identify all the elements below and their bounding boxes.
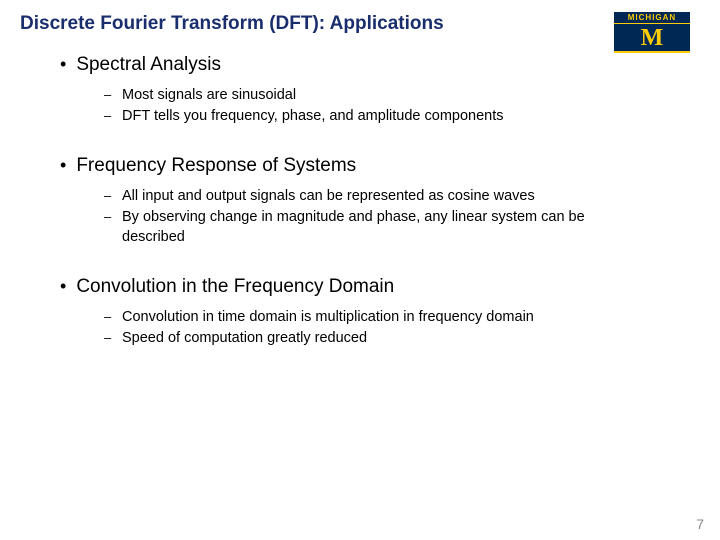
- subitem-text: Most signals are sinusoidal: [122, 86, 296, 106]
- dash-icon: –: [104, 330, 114, 345]
- heading-row: • Convolution in the Frequency Domain: [60, 276, 700, 298]
- list-item: – Speed of computation greatly reduced: [104, 329, 700, 349]
- page-number: 7: [696, 516, 704, 532]
- subitem-text: By observing change in magnitude and pha…: [122, 208, 592, 247]
- subitems: – All input and output signals can be re…: [60, 187, 700, 248]
- subitem-text: Speed of computation greatly reduced: [122, 329, 367, 349]
- dash-icon: –: [104, 108, 114, 123]
- slide-title: Discrete Fourier Transform (DFT): Applic…: [20, 12, 520, 36]
- list-item: – Most signals are sinusoidal: [104, 86, 700, 106]
- section-convolution: • Convolution in the Frequency Domain – …: [60, 276, 700, 349]
- section-heading: Convolution in the Frequency Domain: [76, 276, 394, 298]
- bullet-icon: •: [60, 156, 66, 174]
- subitem-text: Convolution in time domain is multiplica…: [122, 308, 534, 328]
- content-area: • Spectral Analysis – Most signals are s…: [20, 54, 700, 349]
- section-heading: Frequency Response of Systems: [76, 155, 356, 177]
- dash-icon: –: [104, 209, 114, 224]
- logo-block-m: M: [614, 23, 690, 53]
- michigan-logo: MICHIGAN M: [614, 12, 690, 52]
- heading-row: • Frequency Response of Systems: [60, 155, 700, 177]
- subitems: – Most signals are sinusoidal – DFT tell…: [60, 86, 700, 127]
- subitem-text: DFT tells you frequency, phase, and ampl…: [122, 107, 504, 127]
- bullet-icon: •: [60, 55, 66, 73]
- heading-row: • Spectral Analysis: [60, 54, 700, 76]
- logo-letter: M: [641, 26, 664, 50]
- list-item: – Convolution in time domain is multipli…: [104, 308, 700, 328]
- bullet-icon: •: [60, 277, 66, 295]
- dash-icon: –: [104, 309, 114, 324]
- subitems: – Convolution in time domain is multipli…: [60, 308, 700, 349]
- dash-icon: –: [104, 87, 114, 102]
- subitem-text: All input and output signals can be repr…: [122, 187, 535, 207]
- section-spectral-analysis: • Spectral Analysis – Most signals are s…: [60, 54, 700, 127]
- dash-icon: –: [104, 188, 114, 203]
- list-item: – All input and output signals can be re…: [104, 187, 700, 207]
- section-frequency-response: • Frequency Response of Systems – All in…: [60, 155, 700, 248]
- section-heading: Spectral Analysis: [76, 54, 221, 76]
- list-item: – DFT tells you frequency, phase, and am…: [104, 107, 700, 127]
- list-item: – By observing change in magnitude and p…: [104, 208, 700, 247]
- logo-text-top: MICHIGAN: [614, 12, 690, 23]
